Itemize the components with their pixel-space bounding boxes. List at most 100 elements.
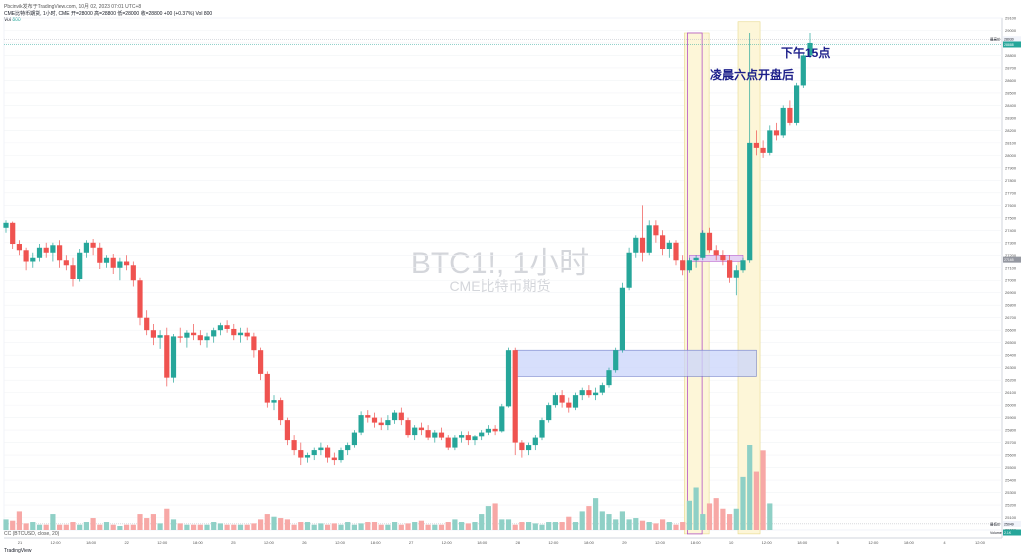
- candle-body: [773, 130, 780, 136]
- volume-bar: [579, 511, 585, 530]
- volume-bar: [197, 524, 203, 530]
- candle-body: [613, 350, 619, 371]
- volume-bar: [613, 519, 619, 530]
- candle-body: [438, 432, 445, 438]
- price-tick-label: 27500: [1005, 215, 1017, 220]
- volume-bar: [325, 524, 331, 530]
- candle-body: [291, 440, 297, 451]
- volume-bar: [258, 519, 264, 530]
- candle-body: [459, 435, 465, 438]
- volume-bar: [244, 524, 250, 530]
- volume-bar: [693, 487, 699, 530]
- candle-body: [579, 390, 585, 396]
- candle-body: [110, 257, 116, 268]
- candle-body: [157, 335, 163, 338]
- candle-body: [753, 142, 759, 148]
- candle-body: [673, 242, 679, 261]
- volume-bar: [137, 514, 143, 530]
- volume-bar: [97, 524, 103, 530]
- time-tick-label: 18:00: [904, 540, 915, 545]
- candle-body: [304, 455, 311, 458]
- candle-body: [727, 260, 733, 278]
- volume-label: Vol: [4, 17, 11, 23]
- price-badge-label: 最低价: [990, 521, 1001, 526]
- volume-bar: [371, 522, 378, 530]
- volume-bar: [445, 522, 451, 530]
- volume-bar: [646, 522, 652, 530]
- candle-body: [787, 107, 793, 123]
- volume-bar: [231, 524, 237, 530]
- volume-bar: [124, 524, 130, 530]
- time-tick-label: 18:00: [797, 540, 808, 545]
- time-tick-label: 26: [302, 540, 307, 545]
- volume-bar: [666, 522, 672, 530]
- volume-bar: [57, 524, 63, 530]
- time-tick-label: 21: [18, 540, 23, 545]
- volume-bar: [204, 524, 210, 530]
- time-tick-label: 18:00: [193, 540, 204, 545]
- price-badge-value: 2.1K: [1004, 531, 1012, 535]
- time-tick-label: 4: [943, 540, 946, 545]
- volume-bar: [177, 523, 183, 530]
- volume-bar: [311, 524, 317, 530]
- candle-body: [780, 107, 786, 136]
- candle-body: [586, 390, 592, 396]
- volume-bar: [237, 524, 244, 530]
- volume-bar: [593, 498, 599, 530]
- volume-bar: [747, 445, 753, 530]
- candle-body: [117, 261, 123, 268]
- plot-frame: [3, 17, 1003, 531]
- volume-bar: [304, 522, 311, 530]
- volume-bar: [566, 516, 572, 530]
- volume-bar: [512, 524, 518, 530]
- time-tick-label: 12:00: [264, 540, 275, 545]
- volume-bar: [680, 522, 686, 530]
- volume-bar: [606, 514, 612, 530]
- candle-body: [539, 420, 545, 438]
- time-tick-label: 12:00: [335, 540, 346, 545]
- time-tick-label: 22: [124, 540, 129, 545]
- volume-bar: [626, 519, 632, 530]
- candle-body: [338, 450, 344, 461]
- volume-bar: [224, 524, 230, 530]
- candle-body: [700, 232, 706, 258]
- volume-bar: [358, 523, 364, 530]
- volume-bar: [191, 524, 197, 530]
- volume-bar: [479, 514, 485, 530]
- price-tick-label: 25300: [1005, 490, 1017, 495]
- volume-bar: [157, 523, 163, 530]
- candle-body: [566, 402, 572, 408]
- symbol-ohlc: CME比特币期货, 1小时, CME 开=28000 高=28800 低=280…: [4, 10, 212, 17]
- volume-bar: [572, 522, 579, 530]
- time-tick-label: 18:00: [691, 540, 702, 545]
- volume-bar: [103, 522, 110, 530]
- volume-bar: [686, 500, 692, 530]
- candle-body: [425, 430, 431, 438]
- symbol-name[interactable]: CME比特币期货, 1小时, CME: [4, 11, 70, 17]
- candle-body: [318, 447, 324, 451]
- volume-bar: [412, 522, 418, 530]
- volume-bar: [767, 503, 773, 530]
- price-tick-label: 26800: [1005, 303, 1017, 308]
- time-tick-label: 27: [409, 540, 414, 545]
- volume-bar: [485, 506, 491, 530]
- watermark-title: BTC1!, 1小时: [410, 247, 590, 280]
- time-tick-label: 12:00: [868, 540, 879, 545]
- volume-bar: [586, 506, 592, 530]
- price-tick-label: 28600: [1005, 78, 1017, 83]
- candle-body: [237, 332, 244, 336]
- afternoon-session-zone: [737, 21, 761, 535]
- candle-body: [465, 435, 471, 441]
- candle-body: [485, 428, 491, 433]
- volume-bar: [706, 503, 713, 530]
- volume-bar: [505, 519, 512, 530]
- candle-body: [686, 260, 692, 271]
- candle-body: [418, 427, 424, 431]
- candle-body: [680, 260, 686, 271]
- candle-body: [492, 428, 498, 432]
- candle-body: [472, 436, 478, 441]
- candle-body: [50, 245, 56, 253]
- candle-body: [311, 450, 317, 456]
- candle-body: [519, 442, 525, 451]
